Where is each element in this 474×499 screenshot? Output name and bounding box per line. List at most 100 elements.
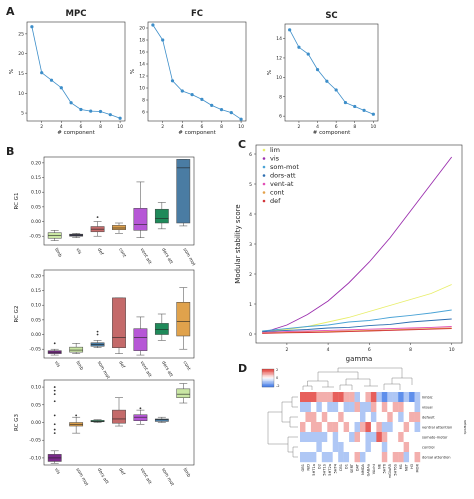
heatmap-cell	[398, 422, 404, 433]
heatmap-cell	[316, 452, 323, 463]
heatmap-cell	[349, 422, 355, 433]
x-tick-label: 6	[368, 347, 371, 353]
x-tick-label: cont	[182, 360, 192, 372]
box-body	[90, 420, 105, 423]
column-dendrogram-branch	[337, 367, 403, 378]
heatmap-cell	[327, 452, 333, 463]
heatmap-cell	[409, 402, 415, 413]
heatmap-cell	[360, 452, 366, 463]
data-point	[343, 100, 348, 105]
heatmap-cell	[354, 442, 361, 453]
data-point	[190, 93, 194, 97]
legend-label-dors-att: dors-att	[270, 172, 296, 180]
x-tick-label: dors att	[96, 467, 110, 485]
series-line-dors-att	[262, 318, 452, 333]
row-label: default	[422, 415, 435, 419]
y-tick-label: 0.20	[31, 273, 41, 279]
heatmap-cell	[332, 402, 339, 413]
series-line-vis	[262, 156, 453, 333]
heatmap-cell	[316, 392, 323, 403]
heatmap-cell	[381, 452, 388, 463]
y-tick-label: 0.00	[31, 219, 41, 225]
box-body	[69, 346, 84, 353]
x-tick-label: 2	[298, 124, 301, 130]
col-label: 5HT2a	[328, 464, 332, 476]
y-tick-label: 0.15	[31, 175, 41, 181]
chart-sc: SC 2 4 6 8 10 6 8 10 12 14 # component%	[267, 11, 379, 136]
col-label: MOR	[415, 464, 419, 473]
heatmap-cell	[414, 442, 421, 453]
data-point	[334, 88, 338, 92]
heatmap-cell	[354, 392, 361, 403]
row-dendrogram-branch	[267, 411, 288, 445]
heatmap-cell	[370, 422, 377, 433]
heatmap-cell	[310, 452, 317, 463]
col-label: VAcht	[372, 463, 376, 474]
plot-frame	[26, 21, 126, 122]
heatmap-cell	[370, 452, 377, 463]
heatmap-cell	[305, 452, 312, 463]
y-tick-label: -0.05	[29, 347, 41, 353]
heatmap-cell	[409, 422, 415, 433]
box-body	[154, 418, 169, 422]
colorbar-swatch	[262, 372, 274, 374]
legend-marker-lim	[262, 148, 266, 152]
outlier-point	[96, 216, 99, 219]
heatmap-cell	[392, 392, 399, 403]
colorbar-swatch	[262, 375, 274, 377]
y-tick-label: 5	[21, 111, 24, 117]
heatmap-cell	[321, 432, 328, 443]
heatmap-cell	[343, 412, 350, 423]
box-body	[133, 328, 148, 351]
colorbar-swatch	[262, 381, 274, 383]
colorbar-swatch	[262, 370, 274, 373]
colorbar-swatch	[262, 384, 274, 386]
box-body	[112, 297, 126, 348]
heatmap-cell	[305, 392, 312, 403]
heatmap-cell	[403, 442, 410, 453]
column-dendrogram-branch	[339, 384, 353, 390]
y-tick-label: 20	[139, 26, 145, 32]
row-label: somato-motor	[422, 435, 448, 439]
heatmap-cell	[321, 392, 328, 403]
heatmap-cell	[300, 422, 306, 433]
y-tick-label: 14	[276, 36, 282, 42]
heatmap-cell	[300, 392, 306, 403]
heatmap-cell	[381, 432, 388, 443]
heatmap-cell	[365, 402, 372, 413]
col-label: NMDA	[361, 463, 365, 474]
x-axis-label: # component	[313, 130, 351, 136]
heatmap-cell	[332, 432, 339, 443]
y-axis-label: Modular stability score	[234, 204, 242, 283]
outlier-point	[75, 414, 78, 417]
heatmap-cell	[300, 432, 306, 443]
data-point	[219, 108, 224, 112]
x-tick-label: limb	[182, 467, 192, 479]
row-label: dorsal attention	[422, 455, 451, 459]
heatmap-cell	[305, 402, 312, 413]
heatmap-cell	[310, 442, 317, 453]
heatmap-cell	[349, 432, 355, 443]
heatmap-cell	[365, 432, 372, 443]
outlier-point	[96, 333, 99, 336]
heatmap-cell	[305, 442, 312, 453]
heatmap-cell	[365, 412, 372, 423]
outlier-point	[53, 386, 56, 388]
data-point	[170, 79, 175, 83]
col-label: 5HT6	[383, 463, 387, 473]
heatmap-cell	[370, 442, 377, 453]
series-line-som-mot	[262, 309, 452, 332]
x-tick-label: 8	[353, 124, 356, 130]
heatmap-cell	[376, 392, 383, 403]
heatmap-cell	[365, 422, 372, 433]
y-tick-label: 0.05	[31, 402, 41, 408]
data-point	[40, 71, 44, 75]
heatmap-cell	[338, 452, 344, 463]
heatmap-cell	[343, 442, 350, 453]
column-dendrogram-branch	[317, 371, 359, 381]
data-point	[79, 107, 83, 112]
heatmap-cell	[310, 392, 317, 403]
row-axis-label: network	[463, 420, 467, 436]
y-tick-label: 0.20	[31, 160, 41, 166]
